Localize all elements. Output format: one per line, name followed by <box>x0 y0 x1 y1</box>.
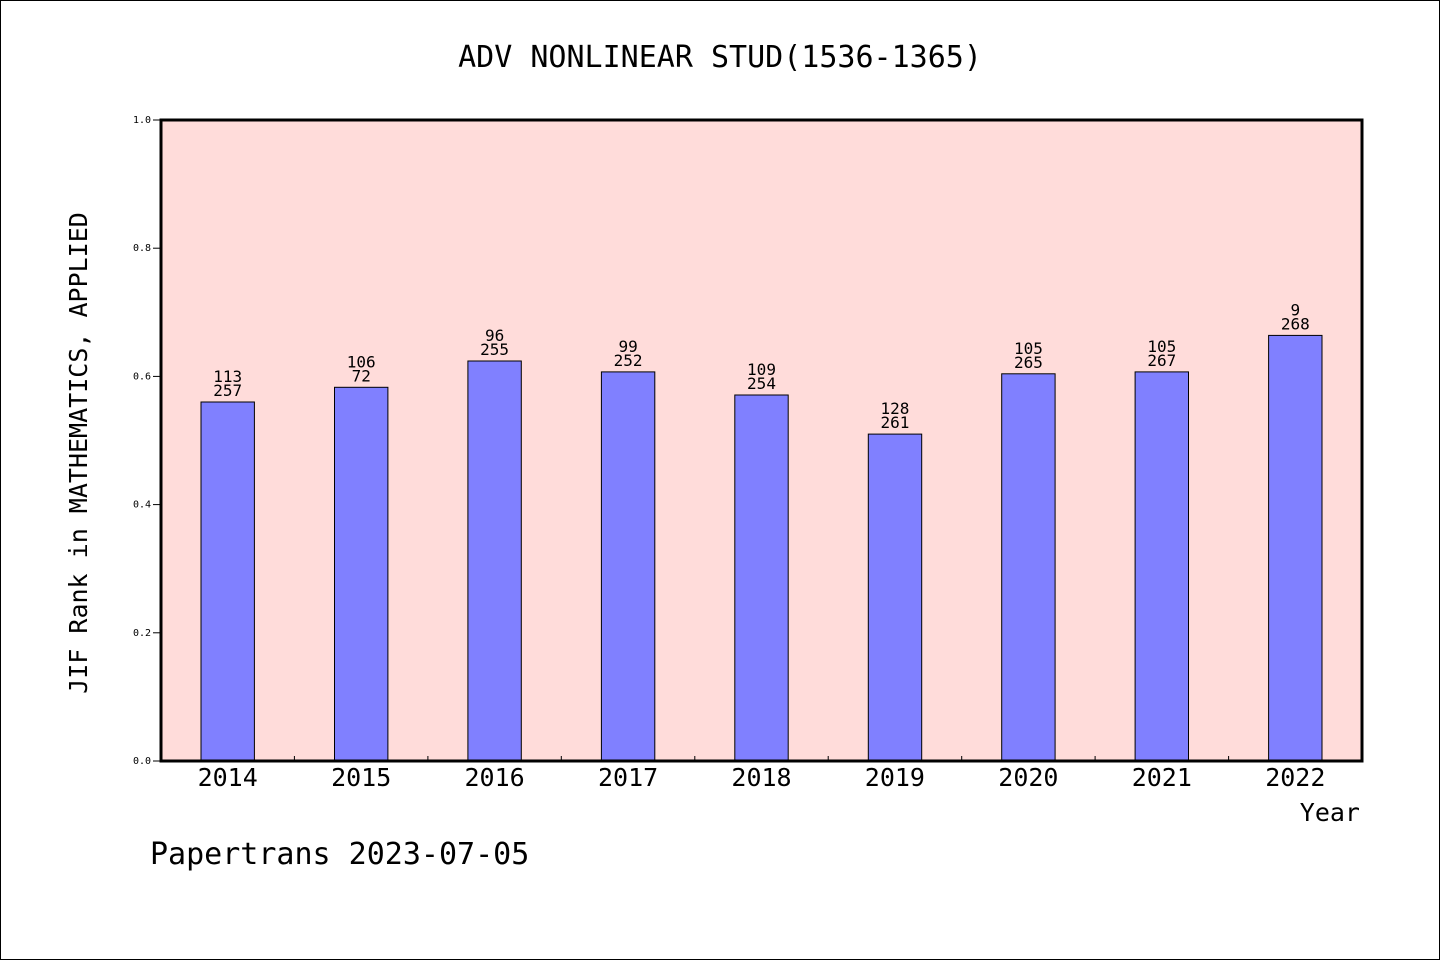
bar-2022 <box>1268 334 1323 762</box>
bar-total-label-2016: 255 <box>480 340 509 359</box>
bar-rank-label-2017: 99 <box>618 337 637 356</box>
bar-rank-label-2019: 128 <box>880 399 909 418</box>
y-tick-label-0.4: 0.4 <box>133 500 151 511</box>
x-tick-label-2016: 2016 <box>464 763 524 792</box>
bar-total-label-2021: 267 <box>1147 351 1176 370</box>
bar-total-label-2017: 252 <box>614 351 643 370</box>
x-tick-label-2020: 2020 <box>998 763 1058 792</box>
y-axis-ticks: 0.0 0.2 0.4 0.6 0.8 1.0 <box>133 115 161 767</box>
plot-border <box>159 118 1364 763</box>
x-tick-label-2019: 2019 <box>865 763 925 792</box>
x-tick-label-2021: 2021 <box>1132 763 1192 792</box>
y-tick-label-1.0: 1.0 <box>133 115 151 126</box>
bar-rank-label-2015: 106 <box>347 352 376 371</box>
bar-2019 <box>867 433 923 762</box>
y-tick-label-0.0: 0.0 <box>133 756 151 767</box>
bar-rank-label-2022: 9 <box>1290 300 1300 319</box>
bar-total-label-2014: 257 <box>213 381 242 400</box>
bar-2021 <box>1134 371 1189 762</box>
bar-total-label-2015: 72 <box>352 366 371 385</box>
bar-2018 <box>734 394 789 762</box>
bar-rank-label-2021: 105 <box>1147 337 1176 356</box>
bar-2014 <box>200 401 255 762</box>
bar-2020 <box>1001 373 1056 762</box>
bar-rank-label-2020: 105 <box>1014 339 1043 358</box>
footer-credit: Papertrans 2023-07-05 <box>150 837 529 872</box>
y-axis-label: JIF Rank in MATHEMATICS, APPLIED <box>64 212 93 694</box>
x-axis-ticks: 2014 2015 2016 2017 2018 2019 2020 2021 2022 <box>198 756 1325 792</box>
bars-group <box>200 334 1323 762</box>
y-tick-label-0.6: 0.6 <box>133 371 151 382</box>
bar-2015 <box>334 386 389 762</box>
chart-title: ADV NONLINEAR STUD(1536-1365) <box>458 40 982 75</box>
x-tick-label-2022: 2022 <box>1265 763 1325 792</box>
x-tick-label-2018: 2018 <box>731 763 791 792</box>
bar-rank-label-2014: 113 <box>213 367 242 386</box>
bar-rank-label-2018: 109 <box>747 360 776 379</box>
x-tick-label-2014: 2014 <box>198 763 258 792</box>
y-tick-label-0.2: 0.2 <box>133 628 151 639</box>
x-tick-label-2015: 2015 <box>331 763 391 792</box>
bar-total-label-2022: 268 <box>1281 314 1310 333</box>
bar-2016 <box>467 360 522 762</box>
bar-rank-label-2016: 96 <box>485 326 504 345</box>
bar-total-label-2019: 261 <box>880 413 909 432</box>
bar-2017 <box>600 371 656 762</box>
y-tick-label-0.8: 0.8 <box>133 243 151 254</box>
bar-total-label-2018: 254 <box>747 374 776 393</box>
x-tick-label-2017: 2017 <box>598 763 658 792</box>
x-axis-label: Year <box>1300 798 1360 827</box>
bar-total-label-2020: 265 <box>1014 353 1043 372</box>
